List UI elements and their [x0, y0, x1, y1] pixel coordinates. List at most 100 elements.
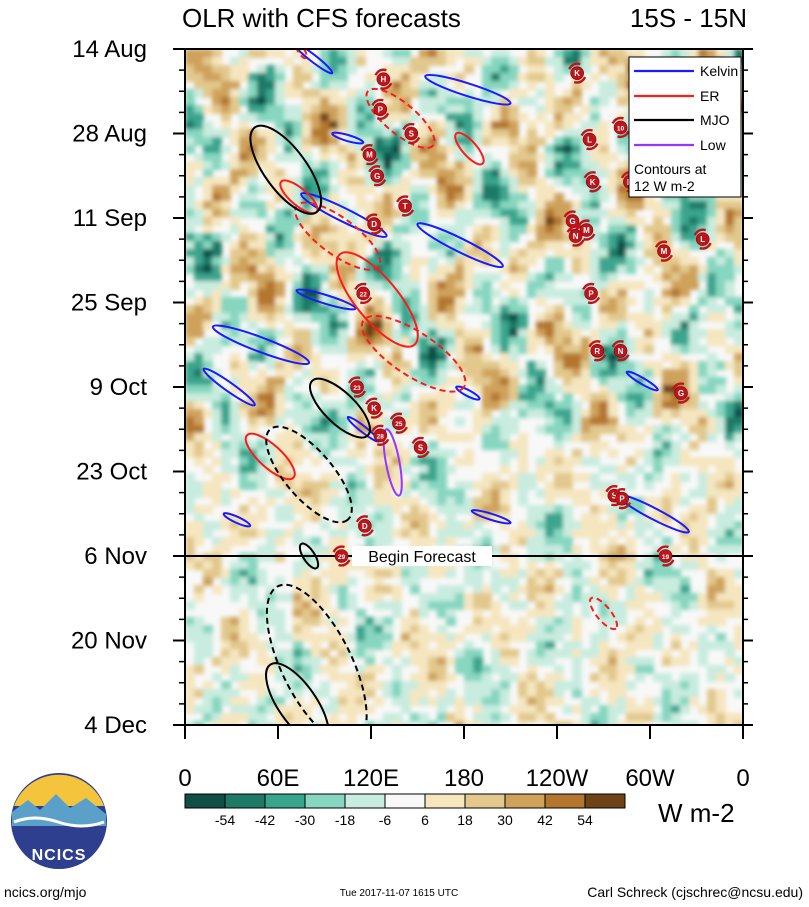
olr-cell [572, 297, 582, 306]
olr-cell [419, 217, 429, 226]
olr-cell [509, 401, 519, 410]
olr-cell [725, 329, 735, 338]
olr-cell [554, 113, 564, 122]
olr-cell [653, 425, 663, 434]
olr-cell [464, 121, 474, 130]
tc-arm [395, 426, 408, 434]
olr-cell [311, 665, 321, 674]
olr-cell [554, 209, 564, 218]
olr-cell [554, 689, 564, 698]
olr-cell [617, 353, 627, 362]
olr-cell [266, 465, 276, 474]
olr-cell [527, 665, 537, 674]
olr-cell [626, 521, 636, 530]
olr-cell [293, 49, 303, 58]
olr-cell [275, 361, 285, 370]
olr-cell [338, 289, 348, 298]
olr-cell [203, 337, 213, 346]
olr-cell [275, 73, 285, 82]
olr-cell [194, 409, 204, 418]
tc-label: H [381, 75, 387, 84]
olr-cell [644, 593, 654, 602]
olr-cell [212, 417, 222, 426]
olr-cell [455, 481, 465, 490]
olr-cell [437, 433, 447, 442]
olr-cell [482, 257, 492, 266]
olr-cell [329, 665, 339, 674]
olr-cell [545, 561, 555, 570]
olr-cell [473, 577, 483, 586]
olr-cell [329, 89, 339, 98]
olr-cell [725, 425, 735, 434]
olr-cell [455, 337, 465, 346]
tc-arm [365, 213, 378, 221]
olr-cell [230, 161, 240, 170]
olr-cell [302, 601, 312, 610]
olr-cell [266, 49, 276, 58]
olr-cell [455, 113, 465, 122]
olr-cell [671, 497, 681, 506]
olr-cell [482, 633, 492, 642]
olr-cell [239, 713, 249, 722]
olr-cell [689, 337, 699, 346]
olr-cell [203, 249, 213, 258]
olr-cell [203, 409, 213, 418]
olr-cell [446, 241, 456, 250]
olr-cell [266, 265, 276, 274]
olr-cell [707, 369, 717, 378]
olr-cell [329, 161, 339, 170]
olr-cell [689, 329, 699, 338]
olr-cell [266, 721, 276, 725]
olr-cell [545, 337, 555, 346]
olr-cell [545, 329, 555, 338]
olr-cell [644, 385, 654, 394]
olr-cell [671, 457, 681, 466]
olr-cell [392, 289, 402, 298]
olr-cell [329, 385, 339, 394]
olr-cell [572, 569, 582, 578]
olr-cell [635, 713, 645, 722]
olr-cell [563, 129, 573, 138]
olr-cell [527, 361, 537, 370]
olr-cell [293, 313, 303, 322]
olr-cell [464, 593, 474, 602]
olr-cell [257, 529, 267, 538]
er-wave-contour [244, 432, 296, 481]
olr-cell [734, 297, 743, 306]
olr-cell [284, 249, 294, 258]
olr-cell [455, 353, 465, 362]
olr-cell [410, 505, 420, 514]
olr-cell [248, 321, 258, 330]
olr-cell [437, 609, 447, 618]
olr-cell [356, 353, 366, 362]
olr-cell [347, 689, 357, 698]
x-tick-label-1: 60E [257, 765, 300, 792]
tc-symbol: K [568, 62, 587, 84]
olr-cell [707, 265, 717, 274]
olr-cell [212, 129, 222, 138]
olr-cell [680, 689, 690, 698]
olr-cell [509, 233, 519, 242]
footer-url: ncics.org/mjo [4, 884, 87, 900]
olr-cell [347, 513, 357, 522]
olr-cell [365, 121, 375, 130]
olr-cell [410, 641, 420, 650]
olr-cell [707, 217, 717, 226]
olr-cell [527, 73, 537, 82]
olr-cell [581, 233, 591, 242]
olr-cell [293, 137, 303, 146]
olr-cell [500, 241, 510, 250]
olr-cell [347, 473, 357, 482]
olr-cell [239, 57, 249, 66]
olr-cell [257, 297, 267, 306]
olr-cell [248, 209, 258, 218]
olr-cell [248, 129, 258, 138]
olr-cell [725, 713, 735, 722]
olr-cell [437, 129, 447, 138]
olr-cell [185, 633, 195, 642]
olr-cell [383, 273, 393, 282]
olr-cell [635, 393, 645, 402]
olr-cell [455, 329, 465, 338]
tc-symbol: G [671, 382, 691, 404]
legend-note-line1: Contours at [634, 161, 706, 177]
